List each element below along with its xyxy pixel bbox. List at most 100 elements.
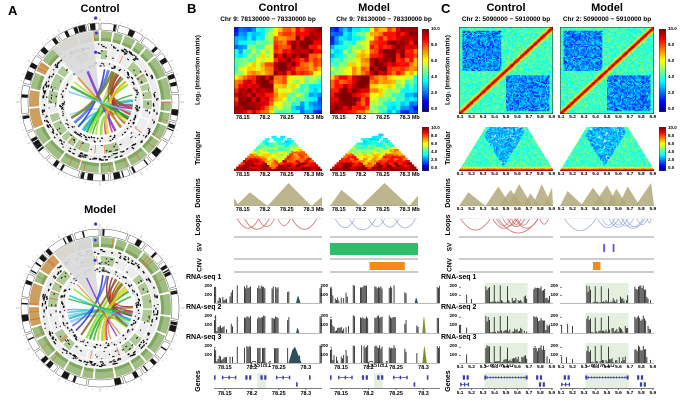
panelB-control-matrix-x-tick-unit: Mb <box>315 115 324 121</box>
panelB-control-loops-track <box>234 217 322 235</box>
panelB-control-rna-y-tick: 200 <box>204 283 212 289</box>
panelB-triangular-colorbar-tick: 0.0 <box>431 165 438 170</box>
panelC-control-genes-x-tick: 5.7 <box>525 391 533 396</box>
panelB-model-triangular-x-tick: 78.2 <box>355 172 367 178</box>
panelB-model-triangular-x-tick-unit: Mb <box>411 172 420 178</box>
panelC-triangular-colorbar <box>659 127 666 171</box>
panelC-control-matrix-x-tick: 5.8 <box>537 115 544 120</box>
panelC-control-rna-x-tick: 5.9 <box>548 365 556 370</box>
b-row-label-sv: SV <box>196 242 204 252</box>
panelC-model-genes-x-tick: 5.2 <box>569 391 576 396</box>
panelC-model-domains-x-tick: 5.6 <box>615 207 622 212</box>
panelC-model-domains-x-tick: 5.8 <box>638 207 645 212</box>
panelB-model-rna-x-tick: 78.25 <box>389 365 403 371</box>
panel-c-label: C <box>441 1 451 16</box>
c-control-region: Chr 2: 5090000 − 5910000 bp <box>461 16 551 23</box>
panelB-model-matrix-x-tick: 78.3 <box>399 115 411 121</box>
panelC-model-matrix-x-tick: 5.5 <box>603 115 611 120</box>
panelB-control-genes-track <box>214 373 322 390</box>
panelC-control-matrix-x-tick: 5.5 <box>502 115 510 120</box>
panelB-model-triangular-x-tick: 78.15 <box>331 172 346 178</box>
panelB-control-triangular-x-tick-unit: Mb <box>315 172 324 178</box>
panelB-model-rna-seq-3-track <box>330 343 440 364</box>
panelC-control-genes-x-tick: 5.6 <box>514 391 521 396</box>
b-row-label-rna3: RNA-seq 3 <box>186 334 222 341</box>
panelB-control-rna-x-tick: 78.15 <box>217 365 232 371</box>
panelC-matrix-colorbar-tick: 0.0 <box>668 106 675 111</box>
panelC-matrix-colorbar-tick: 2.0 <box>668 90 675 95</box>
highlight-marker-dot <box>93 238 98 243</box>
panelB-control-genes-x-tick: 78.15 <box>217 391 232 397</box>
highlight-marker-dot <box>94 31 99 36</box>
panelB-control-rna-seq-1-track <box>214 283 322 304</box>
highlight-marker-dot <box>93 16 98 21</box>
panelC-model-domains-x-tick: 5.3 <box>580 207 588 212</box>
b-control-gene-name: Gsta1 <box>250 360 272 369</box>
panelC-model-rna-y-tick: 100 <box>550 321 558 327</box>
panelC-model-rna-x-tick: 5.4 <box>592 365 599 370</box>
panelB-control-rna-y-tick: 100 <box>204 291 212 297</box>
panelC-control-rna-x-tick: 5.5 <box>502 365 510 370</box>
panelC-control-triangular-x-tick: 5.6 <box>514 172 521 177</box>
panelB-model-rna-x-tick: 78.2 <box>363 365 374 371</box>
c-model-region: Chr 2: 5090000 − 5910000 bp <box>562 16 652 23</box>
b-model-gene-name: Gsta1 <box>367 360 389 369</box>
panelC-model-genes-x-tick: 5.5 <box>603 391 611 396</box>
panelC-control-rna-x-tick: 5.8 <box>537 365 544 370</box>
panelB-control-rna-x-tick: 78.3 <box>300 365 312 371</box>
panelB-model-genes-x-tick: 78.15 <box>334 391 348 397</box>
panelC-control-rna-y-tick: 200 <box>449 313 457 319</box>
panelC-model-triangular-x-tick: 5.1 <box>557 172 565 177</box>
panelB-control-triangular-x-tick: 78.15 <box>235 172 250 178</box>
panelB-control-matrix-x-tick: 78.3 <box>303 115 315 121</box>
b-row-label-rna2: RNA-seq 2 <box>186 304 222 311</box>
panelC-model-rna-y-tick: 100 <box>550 351 558 357</box>
b-control-region: Chr 9: 78130000 − 78330000 bp <box>220 16 316 23</box>
panelB-triangular-colorbar-tick: 2.0 <box>431 157 438 162</box>
b-row-label-triangular: Triangular <box>195 131 203 165</box>
panelB-control-genes-x-tick: 78.25 <box>271 391 286 397</box>
panelC-control-triangular-x-tick: 5.3 <box>479 172 487 177</box>
panelC-model-matrix-x-tick: 5.3 <box>580 115 588 120</box>
panelB-triangular-colorbar-tick: 10.0 <box>431 125 440 130</box>
panelC-control-triangular-heatmap <box>459 127 553 171</box>
panelB-control-genes-x-tick: 78.2 <box>246 391 258 397</box>
panelB-control-rna-seq-2-track <box>214 313 322 334</box>
panelC-control-matrix-x-tick: 5.7 <box>525 115 533 120</box>
panelC-model-triangular-heatmap <box>560 127 654 171</box>
panelB-model-interaction-matrix-heatmap <box>330 27 418 114</box>
panelC-model-triangular-x-tick: 5.6 <box>615 172 622 177</box>
panelC-control-matrix-x-tick: 5.3 <box>479 115 487 120</box>
panelC-control-domains-x-tick: 5.5 <box>502 207 510 212</box>
panelC-model-genes-x-tick: 5.8 <box>638 391 645 396</box>
panelC-model-rna-x-tick: 5.7 <box>626 365 634 370</box>
panelC-control-genes-x-tick: 5.9 <box>548 391 556 396</box>
panelC-model-genes-x-tick: 5.3 <box>580 391 588 396</box>
panelC-control-domains-x-tick: 5.2 <box>468 207 475 212</box>
panelB-triangular-colorbar <box>422 127 429 171</box>
panelB-model-rna-y-tick: 200 <box>320 283 328 289</box>
panelB-model-domains-x-tick: 78.3 <box>399 207 411 213</box>
panelC-model-rna-x-tick: 5.1 <box>557 365 565 370</box>
highlight-marker-dot <box>93 258 97 263</box>
panelB-model-triangular-heatmap <box>330 127 418 171</box>
circos-plot-control <box>16 16 184 186</box>
panelC-model-triangular-x-tick: 5.7 <box>626 172 634 177</box>
b-row-label-matrix: Log₂ (interaction matrix) <box>195 35 202 105</box>
panelB-matrix-colorbar-tick: 0.0 <box>431 106 438 111</box>
c-row-label-loops: Loops <box>445 214 453 236</box>
panelC-control-domains-x-tick: 5.6 <box>514 207 521 212</box>
panelB-matrix-colorbar-tick: 6.0 <box>431 58 438 63</box>
panelC-control-matrix-x-tick: 5.6 <box>514 115 521 120</box>
panelC-model-domains-x-tick: 5.9 <box>649 207 657 212</box>
panelC-control-rna-seq-2-track <box>459 313 553 334</box>
panelC-model-genes-x-tick: 5.4 <box>592 391 599 396</box>
panelC-model-rna-x-tick: 5.2 <box>569 365 576 370</box>
panelC-control-triangular-x-tick: 5.8 <box>537 172 544 177</box>
circos-plot-model <box>16 222 184 392</box>
panelC-model-matrix-x-tick: 5.7 <box>626 115 634 120</box>
panelB-model-domains-x-tick: 78.2 <box>355 207 367 213</box>
panelC-control-genes-x-tick: 5.8 <box>537 391 544 396</box>
circos-control-title: Control <box>80 3 120 15</box>
panelC-model-matrix-x-tick: 5.1 <box>557 115 565 120</box>
